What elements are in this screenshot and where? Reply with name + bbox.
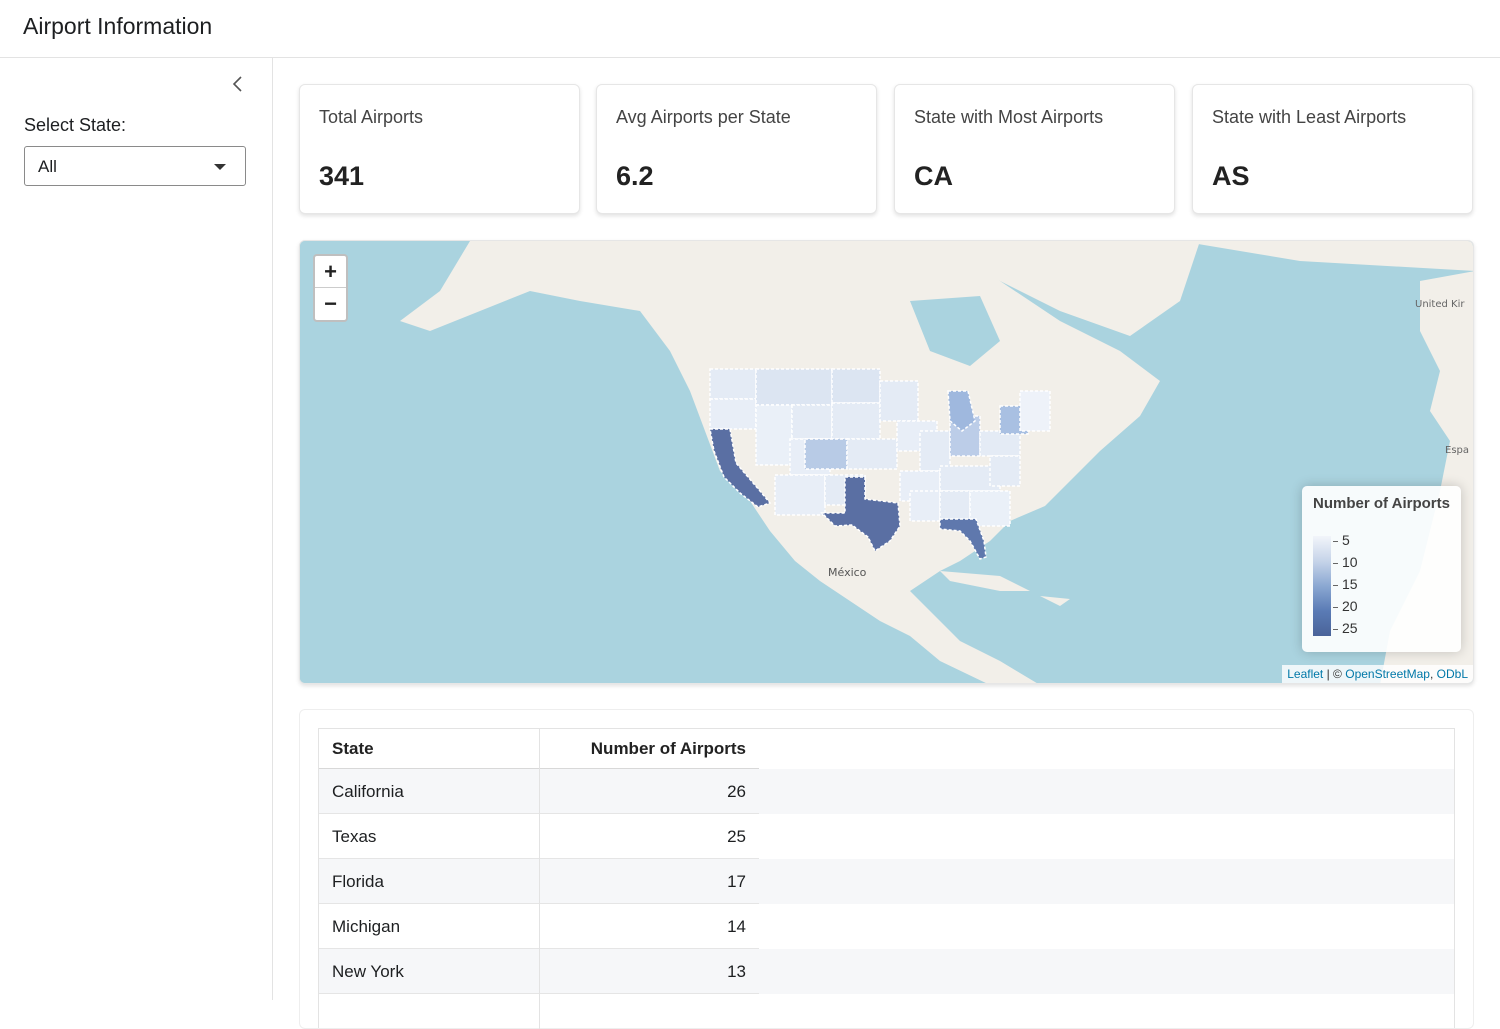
- navbar: Airport Information: [0, 0, 1500, 58]
- state-select-value: All: [38, 157, 57, 176]
- cell-count: 17: [727, 872, 746, 891]
- card-value: 6.2: [616, 161, 654, 191]
- main-content: Total Airports 341 Avg Airports per Stat…: [273, 58, 1500, 1029]
- osm-link[interactable]: OpenStreetMap: [1345, 667, 1430, 681]
- cell-state: Florida: [332, 872, 384, 891]
- airports-table: State Number of Airports California 26 T…: [318, 728, 1455, 1029]
- label-mexico: México: [828, 566, 867, 579]
- card-avg-airports: Avg Airports per State 6.2: [596, 84, 877, 214]
- zoom-control: + −: [313, 254, 348, 322]
- cell-count: 25: [727, 827, 746, 846]
- card-title: Avg Airports per State: [616, 107, 791, 127]
- choropleth-map[interactable]: México United Kir Espa + − Number of Air…: [299, 240, 1474, 684]
- card-value: AS: [1212, 161, 1250, 191]
- caret-down-icon: [214, 164, 226, 170]
- sidebar: Select State: All: [0, 58, 273, 1000]
- card-value: 341: [319, 161, 365, 191]
- cell-state: Texas: [332, 827, 377, 846]
- cell-count: 26: [727, 782, 746, 801]
- card-most-airports: State with Most Airports CA: [894, 84, 1175, 214]
- state-select[interactable]: All: [24, 146, 246, 186]
- legend-tick: 25: [1333, 620, 1358, 636]
- chevron-left-icon[interactable]: [228, 74, 248, 94]
- map-legend: Number of Airports 5 10 15 20 25: [1302, 486, 1461, 652]
- card-title: State with Most Airports: [914, 107, 1104, 127]
- cell-count: 13: [727, 962, 746, 981]
- select-state-label: Select State:: [24, 115, 127, 135]
- airports-table-card: State Number of Airports California 26 T…: [299, 709, 1474, 1029]
- card-least-airports: State with Least Airports AS: [1192, 84, 1473, 214]
- legend-gradient: [1313, 536, 1331, 636]
- attribution-separator: | ©: [1326, 667, 1342, 681]
- legend-tick: 20: [1333, 598, 1358, 614]
- legend-tick: 10: [1333, 554, 1358, 570]
- column-header-state[interactable]: State: [332, 739, 374, 758]
- cell-state: Michigan: [332, 917, 401, 936]
- legend-tick: 15: [1333, 576, 1358, 592]
- zoom-in-button[interactable]: +: [315, 256, 346, 288]
- table-row: Texas 25: [319, 814, 1454, 859]
- legend-title: Number of Airports: [1313, 495, 1450, 512]
- zoom-out-button[interactable]: −: [324, 291, 337, 316]
- map-attribution: Leaflet | © OpenStreetMap, ODbL: [1282, 665, 1473, 683]
- card-title: Total Airports: [319, 107, 424, 127]
- card-title: State with Least Airports: [1212, 107, 1407, 127]
- odbl-link[interactable]: ODbL: [1436, 667, 1468, 681]
- label-uk: United Kir: [1415, 299, 1465, 310]
- table-row: California 26: [319, 769, 1454, 814]
- table-row: Florida 17: [319, 859, 1454, 904]
- label-spain: Espa: [1445, 445, 1469, 456]
- cell-count: 14: [727, 917, 746, 936]
- map-tiles: México United Kir Espa: [300, 241, 1473, 683]
- page-title: Airport Information: [23, 13, 213, 39]
- legend-tick: 5: [1333, 532, 1350, 548]
- card-value: CA: [914, 161, 953, 191]
- table-row: Michigan 14: [319, 904, 1454, 949]
- table-row: New York 13: [319, 949, 1454, 994]
- leaflet-link[interactable]: Leaflet: [1287, 667, 1324, 681]
- card-total-airports: Total Airports 341: [299, 84, 580, 214]
- column-divider: [539, 729, 540, 1029]
- column-header-airports[interactable]: Number of Airports: [590, 739, 746, 758]
- cell-state: New York: [332, 962, 404, 981]
- cell-state: California: [332, 782, 404, 801]
- attribution-comma: ,: [1429, 667, 1434, 681]
